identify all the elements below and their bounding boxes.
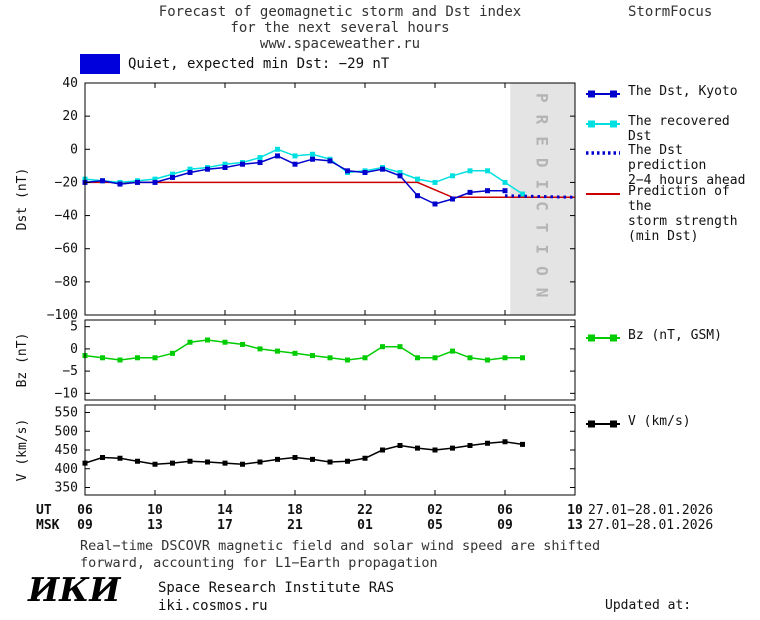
svg-text:27.01−28.01.2026: 27.01−28.01.2026: [588, 503, 713, 518]
legend-label-prediction: The Dst prediction 2−4 hours ahead: [628, 143, 746, 188]
v-swatch-icon: [585, 415, 621, 434]
legend-item-recovered: The recovered Dst: [585, 114, 760, 144]
legend-item-prediction: The Dst prediction 2−4 hours ahead: [585, 143, 760, 188]
svg-text:21: 21: [287, 518, 303, 533]
svg-text:06: 06: [497, 503, 513, 518]
svg-text:550: 550: [55, 406, 78, 421]
svg-text:09: 09: [77, 518, 93, 533]
legend-label-dst-kyoto: The Dst, Kyoto: [628, 84, 738, 99]
svg-text:14: 14: [217, 503, 233, 518]
svg-text:−40: −40: [55, 209, 78, 224]
storm-strength-swatch-icon: [585, 185, 621, 204]
svg-text:−100: −100: [47, 308, 78, 323]
svg-text:27.01−28.01.2026: 27.01−28.01.2026: [588, 518, 713, 533]
dst-prediction-swatch-icon: [585, 144, 621, 163]
chart-title-url: www.spaceweather.ru: [259, 36, 421, 52]
svg-text:500: 500: [55, 424, 78, 439]
svg-text:V (km/s): V (km/s): [15, 419, 30, 482]
dst-kyoto-swatch-icon: [585, 85, 621, 104]
chart-title-line2: for the next several hours: [230, 20, 450, 36]
svg-text:10: 10: [147, 503, 163, 518]
footnote-line2: forward, accounting for L1−Earth propaga…: [80, 555, 438, 571]
svg-text:13: 13: [567, 518, 583, 533]
chart-footnote: Real−time DSCOVR magnetic field and sola…: [80, 538, 600, 572]
legend-item-bz: Bz (nT, GSM): [585, 328, 722, 348]
svg-text:13: 13: [147, 518, 163, 533]
status-swatch: [80, 54, 120, 74]
svg-text:01: 01: [357, 518, 373, 533]
svg-text:22: 22: [357, 503, 373, 518]
chart-header: Forecast of geomagnetic storm and Dst in…: [0, 4, 680, 52]
bz-swatch-icon: [585, 329, 621, 348]
svg-text:−60: −60: [55, 242, 78, 257]
svg-text:450: 450: [55, 443, 78, 458]
svg-text:−10: −10: [55, 386, 78, 401]
updated-title: Updated at:: [605, 598, 692, 613]
svg-text:Bz (nT): Bz (nT): [15, 333, 30, 388]
svg-text:UT: UT: [36, 503, 52, 518]
updated-block: Updated at: UT 06:05, 28.01.2026 MSK 09:…: [605, 566, 760, 620]
legend-item-storm-strength: Prediction of the storm strength (min Ds…: [585, 184, 760, 244]
legend-item-v: V (km/s): [585, 414, 691, 434]
legend-label-bz: Bz (nT, GSM): [628, 328, 722, 343]
svg-text:05: 05: [427, 518, 443, 533]
svg-text:20: 20: [62, 109, 78, 124]
svg-text:PREDICTION: PREDICTION: [533, 93, 552, 309]
svg-text:0: 0: [70, 142, 78, 157]
brand-label: StormFocus: [628, 4, 713, 20]
svg-text:17: 17: [217, 518, 233, 533]
footnote-line1: Real−time DSCOVR magnetic field and sola…: [80, 538, 601, 554]
svg-text:MSK: MSK: [36, 518, 60, 533]
svg-text:09: 09: [497, 518, 513, 533]
svg-text:02: 02: [427, 503, 443, 518]
legend-label-recovered: The recovered Dst: [628, 114, 730, 144]
recovered-dst-swatch-icon: [585, 115, 621, 134]
svg-text:0: 0: [70, 342, 78, 357]
svg-text:−80: −80: [55, 275, 78, 290]
legend-label-v: V (km/s): [628, 414, 691, 429]
svg-text:Dst (nT): Dst (nT): [15, 168, 30, 231]
institute-name: Space Research Institute RAS: [158, 580, 395, 596]
svg-text:40: 40: [62, 76, 78, 91]
legend-item-dst-kyoto: The Dst, Kyoto: [585, 84, 738, 104]
iki-logo: ИКИ: [28, 570, 121, 609]
svg-text:350: 350: [55, 481, 78, 496]
legend-label-storm-strength: Prediction of the storm strength (min Ds…: [628, 184, 738, 244]
institute-site: iki.cosmos.ru: [158, 598, 268, 614]
status-banner: Quiet, expected min Dst: −29 nT: [80, 54, 389, 74]
svg-text:18: 18: [287, 503, 303, 518]
svg-text:06: 06: [77, 503, 93, 518]
svg-text:10: 10: [567, 503, 583, 518]
status-text: Quiet, expected min Dst: −29 nT: [128, 56, 390, 72]
svg-text:−20: −20: [55, 175, 78, 190]
chart-title-line1: Forecast of geomagnetic storm and Dst in…: [158, 4, 522, 20]
svg-text:400: 400: [55, 462, 78, 477]
svg-text:−5: −5: [62, 364, 78, 379]
svg-text:5: 5: [70, 320, 78, 335]
